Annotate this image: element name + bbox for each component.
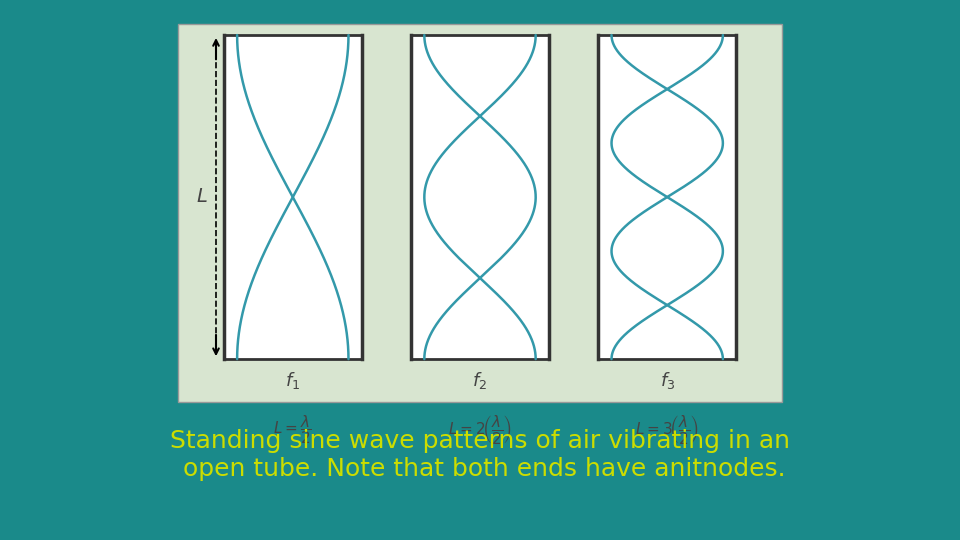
Text: $f_1$: $f_1$ bbox=[285, 370, 300, 391]
Text: $L$: $L$ bbox=[196, 188, 207, 206]
Bar bbox=[598, 35, 736, 359]
Text: Standing sine wave patterns of air vibrating in an
 open tube. Note that both en: Standing sine wave patterns of air vibra… bbox=[170, 429, 790, 481]
Text: $L = 2\!\left(\dfrac{\lambda}{2}\right)$: $L = 2\!\left(\dfrac{\lambda}{2}\right)$ bbox=[448, 413, 512, 446]
Text: $L = 3\!\left(\dfrac{\lambda}{2}\right)$: $L = 3\!\left(\dfrac{\lambda}{2}\right)$ bbox=[636, 413, 699, 446]
Text: $L = \dfrac{\lambda}{2}$: $L = \dfrac{\lambda}{2}$ bbox=[274, 413, 312, 446]
Bar bbox=[224, 35, 362, 359]
Bar bbox=[178, 24, 782, 402]
Bar bbox=[411, 35, 549, 359]
Text: $f_2$: $f_2$ bbox=[472, 370, 488, 391]
Text: $f_3$: $f_3$ bbox=[660, 370, 675, 391]
